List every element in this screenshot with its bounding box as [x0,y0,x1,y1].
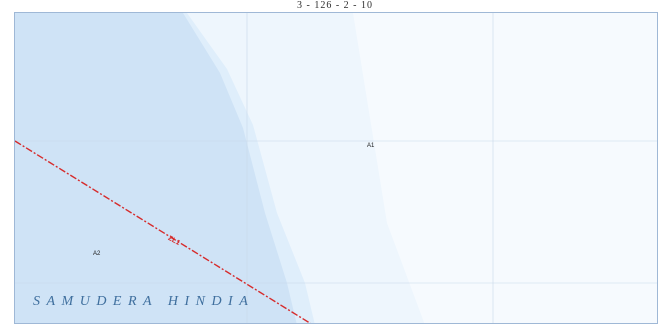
boundary-line [15,140,312,323]
area-label-a1: A1 [367,143,375,149]
grid-lines [15,13,657,323]
map-frame: ZL1 A1 A2 SAMUDERA HINDIA [14,12,658,324]
deep-water-zone [15,13,297,323]
sheet-number: 3 - 126 - 2 - 10 [297,0,373,11]
area-label-a2: A2 [93,251,101,257]
map-canvas [15,13,657,323]
sea-name-label: SAMUDERA HINDIA [33,294,255,309]
